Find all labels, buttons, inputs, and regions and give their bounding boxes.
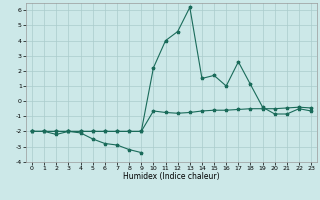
X-axis label: Humidex (Indice chaleur): Humidex (Indice chaleur) — [123, 172, 220, 181]
